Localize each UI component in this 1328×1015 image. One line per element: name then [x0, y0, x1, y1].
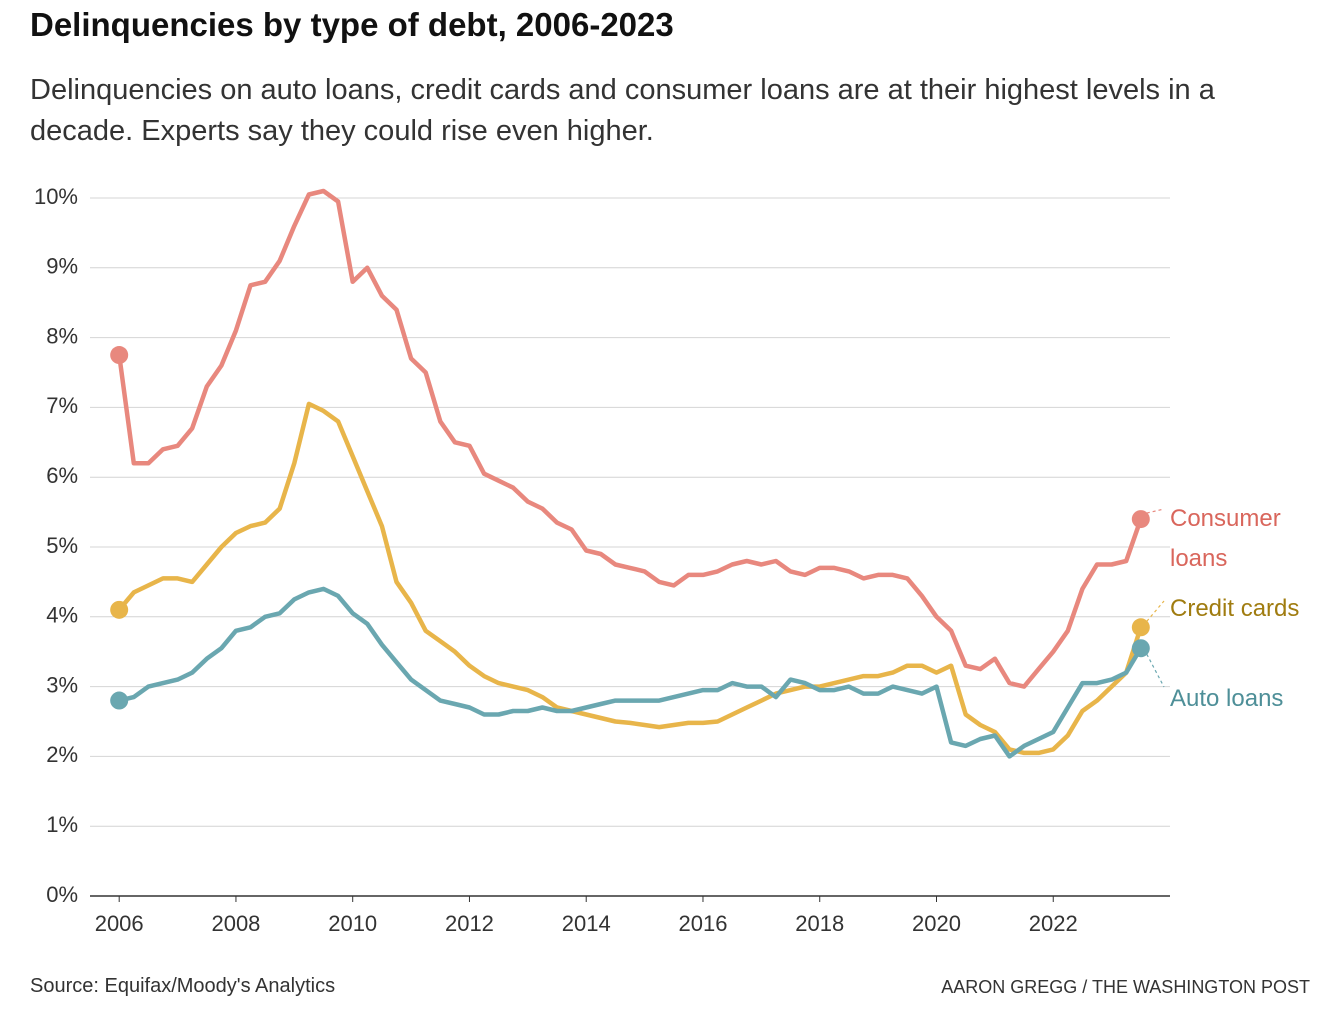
end-dot — [110, 691, 129, 710]
y-tick-label: 6% — [46, 463, 78, 488]
y-tick-label: 2% — [46, 742, 78, 767]
end-dot — [110, 346, 129, 365]
x-tick-label: 2014 — [562, 911, 611, 936]
y-tick-label: 7% — [46, 393, 78, 418]
end-dot — [1131, 639, 1150, 658]
y-tick-label: 9% — [46, 254, 78, 279]
y-tick-label: 0% — [46, 882, 78, 907]
y-tick-label: 4% — [46, 603, 78, 628]
x-tick-label: 2006 — [95, 911, 144, 936]
x-tick-label: 2022 — [1029, 911, 1078, 936]
y-tick-label: 10% — [34, 184, 78, 209]
leader-line — [1146, 600, 1165, 622]
y-tick-label: 3% — [46, 672, 78, 697]
end-dot — [110, 600, 129, 619]
series-label: Auto loans — [1170, 685, 1284, 712]
series-label: Consumer loans — [1170, 505, 1281, 572]
credit-note: AARON GREGG / THE WASHINGTON POST — [941, 977, 1310, 997]
end-dot — [1131, 618, 1150, 637]
leader-line — [1146, 508, 1165, 514]
leader-line — [1146, 653, 1165, 688]
y-tick-label: 8% — [46, 323, 78, 348]
x-tick-label: 2010 — [328, 911, 377, 936]
x-tick-label: 2016 — [678, 911, 727, 936]
series-label: Credit cards — [1170, 595, 1300, 622]
y-tick-label: 5% — [46, 533, 78, 558]
series-line — [116, 188, 1143, 689]
series-line — [117, 401, 1143, 756]
end-dot — [1131, 510, 1150, 529]
x-tick-label: 2012 — [445, 911, 494, 936]
x-tick-label: 2018 — [795, 911, 844, 936]
x-tick-label: 2008 — [211, 911, 260, 936]
chart-subtitle: Delinquencies on auto loans, credit card… — [30, 74, 1215, 147]
chart-title: Delinquencies by type of debt, 2006-2023 — [30, 6, 674, 43]
y-tick-label: 1% — [46, 812, 78, 837]
series-line — [118, 586, 1143, 759]
x-tick-label: 2020 — [912, 911, 961, 936]
source-note: Source: Equifax/Moody's Analytics — [30, 975, 336, 997]
